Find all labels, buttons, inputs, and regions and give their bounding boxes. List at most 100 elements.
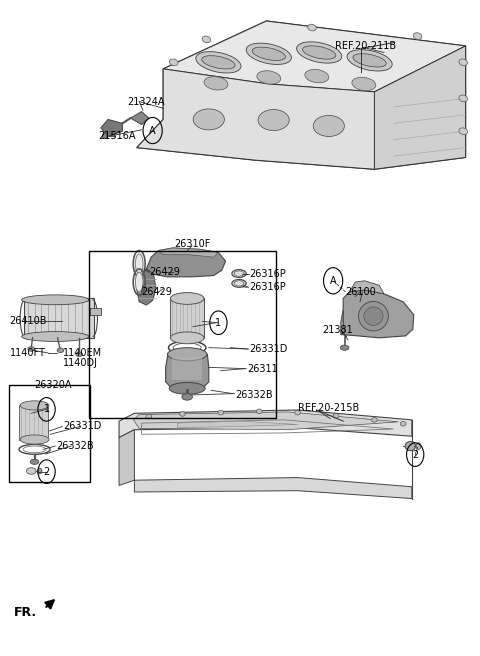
Ellipse shape: [218, 411, 224, 415]
Ellipse shape: [416, 443, 421, 449]
Ellipse shape: [256, 409, 262, 414]
Polygon shape: [90, 308, 101, 315]
Ellipse shape: [26, 468, 36, 474]
Ellipse shape: [459, 95, 468, 102]
Ellipse shape: [234, 281, 244, 286]
Ellipse shape: [297, 42, 342, 63]
Polygon shape: [166, 354, 209, 388]
Polygon shape: [119, 430, 134, 485]
Polygon shape: [178, 421, 298, 428]
Text: 26331D: 26331D: [63, 421, 102, 432]
Polygon shape: [146, 248, 226, 277]
Bar: [170, 298, 204, 338]
Ellipse shape: [170, 293, 204, 304]
Ellipse shape: [57, 348, 64, 352]
Text: 26320A: 26320A: [35, 380, 72, 390]
Ellipse shape: [252, 47, 286, 60]
Bar: [89, 251, 276, 418]
Ellipse shape: [102, 133, 107, 138]
Ellipse shape: [20, 401, 49, 410]
Polygon shape: [137, 269, 156, 305]
Ellipse shape: [257, 71, 281, 84]
Ellipse shape: [202, 36, 211, 43]
Ellipse shape: [359, 302, 388, 331]
Text: 1: 1: [44, 404, 49, 415]
Text: 26316P: 26316P: [250, 269, 287, 279]
Text: 26311: 26311: [247, 363, 278, 374]
Text: 1: 1: [216, 318, 221, 328]
Text: 26310F: 26310F: [174, 239, 210, 249]
Ellipse shape: [22, 295, 89, 304]
Ellipse shape: [180, 412, 185, 417]
Ellipse shape: [168, 348, 207, 361]
Ellipse shape: [302, 46, 336, 59]
Ellipse shape: [400, 422, 406, 426]
Text: REF.20-211B: REF.20-211B: [335, 41, 396, 51]
Ellipse shape: [459, 128, 468, 134]
Bar: [24, 298, 94, 338]
Text: A: A: [330, 276, 336, 286]
Text: 26100: 26100: [346, 287, 376, 297]
Polygon shape: [131, 112, 149, 125]
Polygon shape: [341, 310, 345, 335]
Text: 26332B: 26332B: [56, 441, 94, 451]
Polygon shape: [341, 290, 414, 338]
Ellipse shape: [308, 24, 316, 31]
Ellipse shape: [232, 270, 246, 277]
Ellipse shape: [146, 415, 152, 419]
Ellipse shape: [340, 345, 349, 350]
Ellipse shape: [76, 352, 83, 357]
Ellipse shape: [204, 77, 228, 90]
Bar: [9, 385, 90, 482]
Polygon shape: [374, 46, 466, 169]
Ellipse shape: [135, 272, 143, 292]
Text: 26331D: 26331D: [250, 344, 288, 354]
Ellipse shape: [372, 417, 377, 422]
Text: 26429: 26429: [142, 287, 172, 297]
Ellipse shape: [305, 70, 329, 83]
Bar: [19, 405, 48, 440]
Polygon shape: [133, 412, 398, 430]
Ellipse shape: [169, 59, 178, 66]
Ellipse shape: [22, 332, 89, 342]
Ellipse shape: [173, 343, 201, 352]
Polygon shape: [137, 21, 466, 169]
Polygon shape: [172, 357, 202, 380]
Polygon shape: [119, 410, 412, 438]
Ellipse shape: [352, 77, 376, 91]
Text: 1140FT: 1140FT: [10, 348, 46, 358]
Ellipse shape: [258, 110, 289, 131]
Ellipse shape: [193, 109, 225, 130]
Ellipse shape: [313, 115, 345, 136]
Text: 26429: 26429: [149, 267, 180, 277]
Ellipse shape: [246, 43, 291, 64]
Ellipse shape: [333, 414, 339, 419]
Ellipse shape: [170, 332, 204, 344]
Ellipse shape: [295, 411, 300, 415]
Polygon shape: [137, 69, 374, 169]
Ellipse shape: [196, 52, 241, 73]
Ellipse shape: [459, 59, 468, 66]
Text: 21324A: 21324A: [127, 96, 165, 107]
Text: A: A: [149, 125, 156, 136]
Ellipse shape: [38, 468, 42, 474]
Ellipse shape: [347, 50, 392, 71]
Ellipse shape: [405, 441, 416, 451]
Text: 26410B: 26410B: [10, 316, 47, 327]
Ellipse shape: [20, 435, 49, 444]
Ellipse shape: [23, 446, 46, 453]
Ellipse shape: [364, 307, 383, 325]
Polygon shape: [349, 281, 384, 294]
Ellipse shape: [413, 33, 422, 39]
Text: 26316P: 26316P: [250, 282, 287, 293]
Polygon shape: [101, 119, 122, 136]
Text: REF.20-215B: REF.20-215B: [298, 403, 359, 413]
Ellipse shape: [30, 459, 39, 464]
Ellipse shape: [234, 271, 244, 276]
Ellipse shape: [232, 279, 246, 287]
Text: FR.: FR.: [13, 605, 36, 619]
Ellipse shape: [135, 254, 143, 274]
Polygon shape: [163, 21, 466, 92]
Text: 2: 2: [412, 449, 419, 460]
Text: 21381: 21381: [323, 325, 353, 335]
